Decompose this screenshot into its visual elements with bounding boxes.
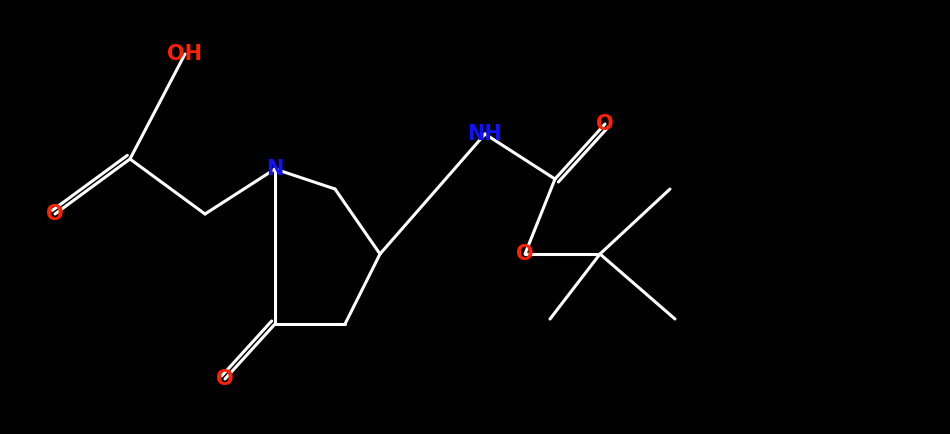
- Text: O: O: [47, 204, 64, 224]
- Text: OH: OH: [167, 44, 202, 64]
- Text: N: N: [266, 159, 284, 179]
- Text: O: O: [597, 114, 614, 134]
- Text: O: O: [516, 244, 534, 264]
- Text: O: O: [217, 369, 234, 389]
- Text: NH: NH: [467, 124, 503, 144]
